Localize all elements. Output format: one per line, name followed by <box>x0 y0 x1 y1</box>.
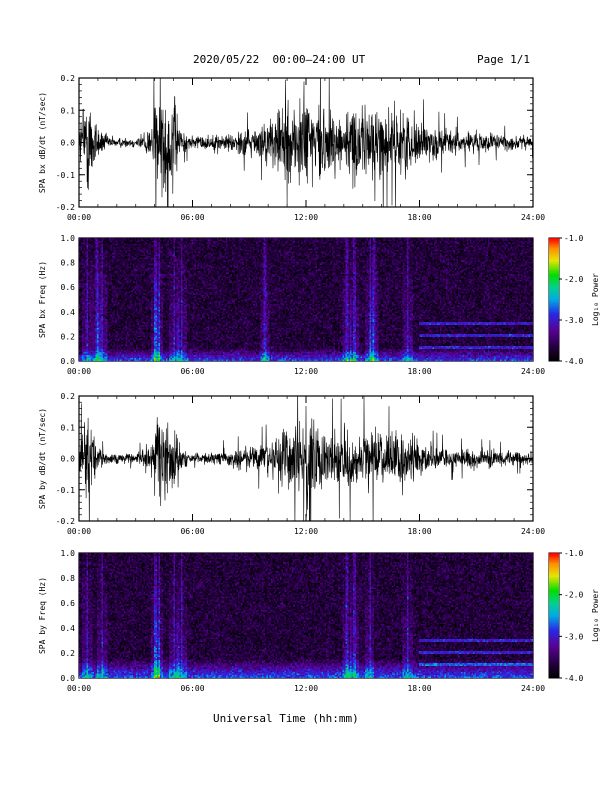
page-title: 2020/05/22 00:00–24:00 UT <box>193 53 366 66</box>
y-tick-label: 1.0 <box>61 234 76 243</box>
colorbar-tick-label: -1.0 <box>564 234 583 243</box>
waveform-trace <box>79 78 533 207</box>
colorbar-tick-label: -3.0 <box>564 632 583 641</box>
x-tick-label: 06:00 <box>180 213 204 222</box>
colorbar-label: Log₁₀ Power <box>591 273 600 326</box>
y-tick-label: 0.4 <box>61 624 76 633</box>
colorbar-tick-label: -4.0 <box>564 674 583 683</box>
x-axis-title: Universal Time (hh:mm) <box>213 712 359 725</box>
y-tick-label: 0.0 <box>61 674 76 683</box>
x-tick-label: 06:00 <box>180 684 204 693</box>
waveform-trace <box>79 396 533 521</box>
by-spectrogram-image <box>79 553 533 678</box>
y-tick-label: -0.2 <box>56 203 75 212</box>
x-tick-label: 24:00 <box>521 684 545 693</box>
y-tick-label: -0.2 <box>56 517 75 526</box>
bx-spectrogram-image <box>79 238 533 361</box>
y-tick-label: 0.1 <box>61 423 76 432</box>
x-tick-label: 00:00 <box>67 367 91 376</box>
y-tick-label: -0.1 <box>56 486 75 495</box>
y-tick-label: 0.2 <box>61 74 76 83</box>
y-axis-title: SPA bx Freq (Hz) <box>38 261 47 338</box>
bx-colorbar-image <box>549 238 559 361</box>
colorbar-tick-label: -3.0 <box>564 316 583 325</box>
y-axis-title: SPA by Freq (Hz) <box>38 577 47 654</box>
x-tick-label: 12:00 <box>294 213 318 222</box>
x-tick-label: 24:00 <box>521 213 545 222</box>
x-tick-label: 18:00 <box>407 213 431 222</box>
y-tick-label: 0.2 <box>61 392 76 401</box>
waveform-panel: -0.2 -0.1 0.0 0.1 0.2 00:00 06:00 12:00 18:00 24:… <box>38 392 545 536</box>
y-axis-title: SPA by dB/dt (nT/sec) <box>38 408 47 509</box>
by-colorbar-image <box>549 553 559 678</box>
y-tick-label: 0.1 <box>61 106 76 115</box>
y-tick-label: 0.6 <box>61 599 76 608</box>
colorbar-tick-label: -4.0 <box>564 357 583 366</box>
colorbar-label: Log₁₀ Power <box>591 589 600 642</box>
x-tick-label: 18:00 <box>407 367 431 376</box>
x-tick-label: 06:00 <box>180 527 204 536</box>
x-tick-label: 12:00 <box>294 527 318 536</box>
colorbar-tick-label: -1.0 <box>564 549 583 558</box>
x-tick-label: 00:00 <box>67 684 91 693</box>
y-tick-label: 0.6 <box>61 283 76 292</box>
x-tick-label: 24:00 <box>521 527 545 536</box>
colorbar-tick-label: -2.0 <box>564 591 583 600</box>
y-tick-label: 0.4 <box>61 308 76 317</box>
x-tick-label: 12:00 <box>294 367 318 376</box>
x-tick-label: 18:00 <box>407 684 431 693</box>
x-tick-label: 00:00 <box>67 213 91 222</box>
waveform-panel: -0.2 -0.1 0.0 0.1 0.2 00:00 06:00 12:00 18:00 24:… <box>38 74 545 222</box>
page-number: Page 1/1 <box>477 53 530 66</box>
x-tick-label: 12:00 <box>294 684 318 693</box>
y-tick-label: 0.2 <box>61 649 76 658</box>
y-tick-label: 0.8 <box>61 574 76 583</box>
x-tick-label: 18:00 <box>407 527 431 536</box>
colorbar-tick-label: -2.0 <box>564 275 583 284</box>
y-tick-label: 1.0 <box>61 549 76 558</box>
y-tick-label: 0.2 <box>61 332 76 341</box>
y-axis-title: SPA bx dB/dt (nT/sec) <box>38 92 47 193</box>
x-tick-label: 06:00 <box>180 367 204 376</box>
x-tick-label: 00:00 <box>67 527 91 536</box>
y-tick-label: 0.0 <box>61 357 76 366</box>
y-tick-label: -0.1 <box>56 171 75 180</box>
x-tick-label: 24:00 <box>521 367 545 376</box>
y-tick-label: 0.8 <box>61 259 76 268</box>
y-tick-label: 0.0 <box>61 139 76 148</box>
y-tick-label: 0.0 <box>61 455 76 464</box>
